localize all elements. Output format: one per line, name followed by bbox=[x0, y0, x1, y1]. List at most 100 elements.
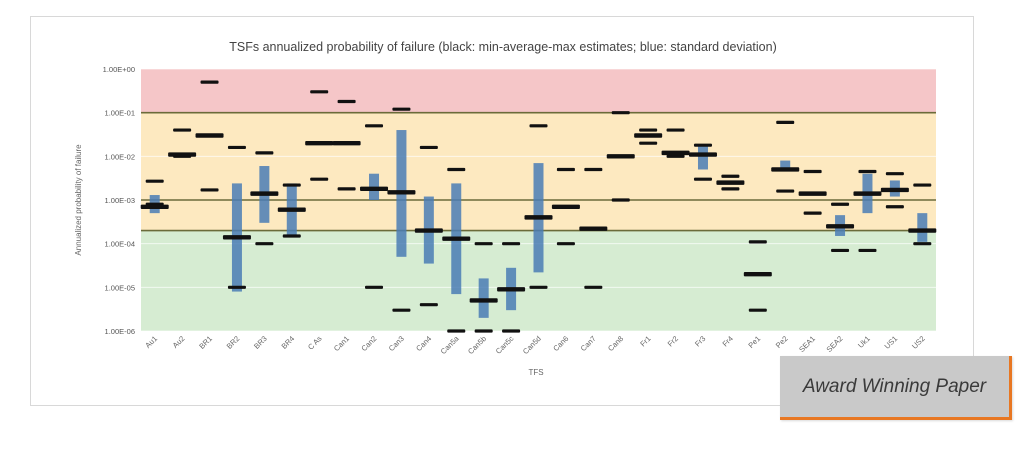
x-tick-label: BR3 bbox=[252, 334, 269, 351]
x-tick-label: Can4 bbox=[414, 334, 433, 353]
avg-mark-US2 bbox=[908, 228, 937, 233]
x-tick-label: Can7 bbox=[579, 334, 598, 353]
max-mark-SEA2 bbox=[831, 202, 850, 206]
x-tick-label: BR4 bbox=[280, 334, 297, 351]
avg-mark-BR2 bbox=[222, 235, 251, 240]
min-mark-Can8 bbox=[611, 198, 630, 202]
x-tick-label: Can1 bbox=[332, 334, 351, 353]
avg-mark-Can6 bbox=[551, 204, 580, 209]
y-tick-label: 1.00E-03 bbox=[105, 196, 135, 205]
y-tick-label: 1.00E-04 bbox=[105, 240, 135, 249]
avg-mark-Fr3 bbox=[688, 152, 717, 157]
x-tick-label: US1 bbox=[883, 334, 900, 351]
min-mark-Fr3 bbox=[693, 177, 712, 181]
min-mark-BR4 bbox=[282, 234, 301, 238]
x-tick-label: Can2 bbox=[359, 334, 378, 353]
chart-frame: 1.00E-06 1.00E-05 1.00E-04 1.00E-03 1.00E-02… bbox=[30, 16, 974, 406]
award-badge: Award Winning Paper bbox=[780, 356, 1012, 420]
y-tick-label: 1.00E-02 bbox=[105, 152, 135, 161]
avg-mark-Fr2 bbox=[661, 150, 690, 156]
x-tick-label: Uk1 bbox=[856, 334, 872, 350]
avg-mark-Can5a bbox=[442, 236, 471, 241]
min-mark-Can1 bbox=[337, 187, 356, 191]
x-tick-label: Fr1 bbox=[638, 334, 652, 348]
max-mark-Can5a bbox=[447, 167, 466, 172]
chart-svg: 1.00E-06 1.00E-05 1.00E-04 1.00E-03 1.00E-02… bbox=[74, 40, 937, 377]
avg-mark-Can8 bbox=[606, 154, 635, 159]
max-mark-BR3 bbox=[255, 151, 274, 155]
x-tick-label: BR2 bbox=[225, 334, 242, 351]
max-mark-Fr2 bbox=[666, 128, 685, 132]
min-mark-Can2 bbox=[365, 285, 384, 289]
avg-mark-Can7 bbox=[579, 226, 608, 231]
x-tick-label: Au2 bbox=[171, 334, 187, 350]
x-tick-label: Au1 bbox=[143, 334, 159, 350]
std-bar-Pe2 bbox=[780, 160, 791, 172]
avg-mark-Au1 bbox=[140, 204, 169, 209]
min-mark-SEA2 bbox=[831, 248, 850, 253]
min-mark-Can5b bbox=[474, 329, 493, 333]
x-tick-label: Can5b bbox=[466, 334, 488, 356]
min-mark-Can4 bbox=[419, 303, 438, 307]
max-mark-US2 bbox=[913, 183, 932, 187]
y-tick-label: 1.00E-05 bbox=[105, 283, 135, 292]
max-mark-Can8 bbox=[611, 111, 630, 115]
y-axis-label: Annualized probability of failure bbox=[74, 144, 83, 256]
max-mark-Au2 bbox=[173, 128, 192, 132]
max-mark-Uk1 bbox=[858, 169, 877, 174]
x-tick-label: Can8 bbox=[606, 334, 625, 353]
max-mark-Can1 bbox=[337, 99, 356, 104]
min-mark-Fr4 bbox=[721, 187, 740, 191]
x-tick-label: Can5d bbox=[521, 334, 543, 356]
max-mark-Can5c bbox=[502, 242, 521, 246]
max-mark-BR2 bbox=[227, 145, 246, 150]
min-mark-SEA1 bbox=[803, 211, 822, 215]
avg-mark-BR1 bbox=[195, 133, 224, 138]
min-mark-Can6 bbox=[556, 242, 575, 246]
avg-mark-Can2 bbox=[360, 186, 389, 192]
min-mark-Can7 bbox=[584, 285, 603, 289]
avg-mark-BR3 bbox=[250, 191, 279, 196]
max-mark-Pe1 bbox=[748, 240, 767, 244]
min-mark-Can5c bbox=[502, 329, 521, 333]
max-mark-Can6 bbox=[556, 167, 575, 172]
x-tick-label: Pe2 bbox=[774, 334, 790, 350]
x-tick-label: Can6 bbox=[551, 334, 570, 353]
max-mark-Can2 bbox=[365, 124, 384, 128]
avg-mark-Fr1 bbox=[634, 133, 663, 138]
max-mark-Can5b bbox=[474, 242, 493, 246]
x-tick-label: BR1 bbox=[197, 334, 214, 351]
avg-mark-Can5c bbox=[497, 287, 526, 292]
risk-band-0 bbox=[141, 69, 936, 113]
max-mark-C As bbox=[310, 90, 329, 94]
x-tick-label: Can3 bbox=[387, 334, 406, 353]
max-mark-Fr1 bbox=[639, 128, 658, 132]
avg-mark-Can5b bbox=[469, 298, 498, 303]
y-tick-label: 1.00E-01 bbox=[105, 109, 135, 118]
max-mark-Can7 bbox=[584, 167, 603, 172]
x-tick-label: Pe1 bbox=[746, 334, 762, 350]
max-mark-Can5d bbox=[529, 124, 548, 128]
min-mark-Fr2 bbox=[666, 154, 685, 158]
x-tick-label: US2 bbox=[910, 334, 927, 351]
avg-mark-Uk1 bbox=[853, 191, 882, 196]
min-mark-Pe2 bbox=[776, 189, 795, 193]
y-tick-label: 1.00E+00 bbox=[103, 65, 135, 74]
chart-title: TSFs annualized probability of failure (… bbox=[229, 40, 777, 54]
avg-mark-US1 bbox=[880, 187, 909, 193]
x-tick-label: Fr4 bbox=[720, 334, 734, 348]
x-tick-label: SEA2 bbox=[825, 334, 845, 354]
avg-mark-Fr4 bbox=[716, 180, 745, 185]
avg-mark-BR4 bbox=[277, 207, 306, 212]
min-mark-BR1 bbox=[200, 188, 219, 192]
x-tick-label: Fr3 bbox=[693, 334, 707, 348]
avg-mark-SEA2 bbox=[826, 224, 855, 229]
x-tick-label: Can5c bbox=[494, 334, 516, 356]
std-bar-Fr3 bbox=[697, 144, 708, 170]
x-tick-label: SEA1 bbox=[797, 334, 817, 354]
max-mark-Can3 bbox=[392, 107, 411, 111]
min-mark-US2 bbox=[913, 242, 932, 246]
min-mark-BR3 bbox=[255, 242, 274, 246]
std-bar-Can5b bbox=[478, 278, 489, 318]
avg-mark-Au2 bbox=[168, 152, 197, 157]
